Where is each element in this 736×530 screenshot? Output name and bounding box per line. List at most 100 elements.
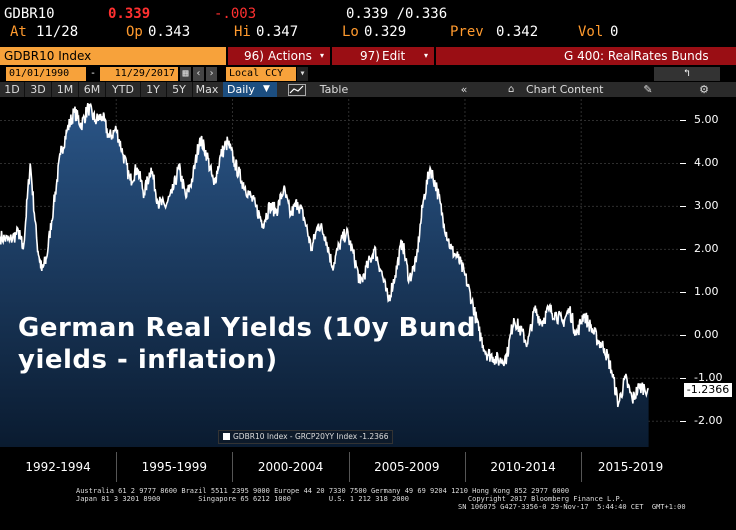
annotation-line-1: German Real Yields (10y Bund	[18, 313, 477, 343]
y-tick-mark	[680, 292, 686, 294]
edit-menu[interactable]: 97) Edit ▾	[332, 47, 434, 65]
at-date: 11/28	[36, 24, 79, 40]
high-value: 0.347	[256, 24, 299, 40]
quote-header: GDBR10 0.339 -.003 0.339 /0.336	[0, 6, 736, 22]
last-value-label: -1.2366	[684, 383, 732, 397]
x-divider	[116, 452, 118, 482]
quote-stats: At 11/28 Op 0.343 Hi 0.347 Lo 0.329 Prev…	[0, 24, 736, 40]
chevron-left-icon[interactable]: ‹	[193, 67, 204, 81]
chevron-down-icon: ▾	[320, 51, 325, 60]
actions-menu[interactable]: 96) Actions ▾	[228, 47, 330, 65]
actions-label: Actions	[268, 49, 312, 63]
footer: Australia 61 2 9777 8600 Brazil 5511 239…	[0, 485, 736, 530]
volume-value: 0	[610, 24, 619, 40]
bid-ask: 0.339 /0.336	[346, 6, 448, 22]
at-label: At	[10, 24, 27, 40]
x-divider	[581, 452, 583, 482]
prev-value: 0.342	[496, 24, 539, 40]
footer-line-3: SN 106075 G427-3356-0 29-Nov-17 5:44:40 …	[458, 503, 686, 511]
low-value: 0.329	[364, 24, 407, 40]
x-divider	[464, 452, 466, 482]
command-toolbar: GDBR10 Index 96) Actions ▾ 97) Edit ▾ G …	[0, 47, 736, 65]
x-divider	[232, 452, 234, 482]
net-change: -.003	[214, 6, 257, 22]
edit-icon[interactable]: ✎	[643, 83, 653, 96]
currency-select[interactable]: Local CCY	[226, 67, 296, 81]
date-range-bar: 01/01/1990 - 11/29/2017 ▦ ‹ › Local CCY …	[0, 66, 736, 82]
series-area	[0, 103, 649, 447]
y-tick-mark	[680, 335, 686, 337]
volume-label: Vol	[578, 24, 604, 40]
open-label: Op	[126, 24, 143, 40]
start-date-input[interactable]: 01/01/1990	[6, 67, 86, 81]
collapse-icon[interactable]: «	[460, 83, 468, 96]
chevron-down-icon: ▼	[263, 84, 270, 94]
high-label: Hi	[234, 24, 251, 40]
period-tab-bar: 1D 3D 1M 6M YTD 1Y 5Y Max Daily ▼ Table …	[0, 82, 736, 97]
x-tick-label: 2010-2014	[490, 460, 556, 474]
end-date-input[interactable]: 11/29/2017	[100, 67, 178, 81]
ticker: GDBR10	[4, 6, 55, 22]
y-tick-mark	[680, 249, 686, 251]
y-tick-mark	[680, 421, 686, 423]
chart-legend[interactable]: GDBR10 Index - GRCP20YY Index -1.2366	[218, 430, 394, 444]
chevron-down-icon: ▾	[424, 51, 429, 60]
series-line	[0, 102, 650, 408]
tab-1y[interactable]: 1Y	[146, 83, 160, 96]
undo-icon[interactable]: ↰	[654, 67, 720, 81]
line-chart-icon[interactable]	[286, 82, 308, 97]
range-dash: -	[90, 68, 97, 79]
low-label: Lo	[342, 24, 359, 40]
y-tick-label: 0.00	[694, 328, 719, 342]
graph-title: G 400: RealRates Bunds	[564, 49, 709, 63]
gear-icon[interactable]: ⚙	[699, 83, 709, 96]
y-tick-mark	[680, 163, 686, 165]
legend-swatch	[223, 433, 230, 440]
y-tick-label: -1.00	[694, 371, 723, 385]
tab-3d[interactable]: 3D	[30, 83, 46, 96]
tab-1m[interactable]: 1M	[56, 83, 74, 96]
legend-text: GDBR10 Index - GRCP20YY Index -1.2366	[233, 432, 389, 441]
graph-title-field[interactable]: G 400: RealRates Bunds	[436, 47, 736, 65]
chevron-right-icon[interactable]: ›	[206, 67, 217, 81]
chart-annotation: German Real Yields (10y Bund yields - in…	[18, 312, 476, 376]
y-tick-mark	[680, 206, 686, 208]
edit-number: 97)	[360, 49, 380, 63]
y-axis: 5.00 4.00 3.00 2.00 1.00 0.00 -1.00 -2.00	[680, 99, 736, 447]
x-tick-label: 1995-1999	[141, 460, 208, 474]
tab-1d[interactable]: 1D	[4, 83, 20, 96]
chevron-down-icon[interactable]: ▾	[297, 67, 308, 81]
x-tick-label: 2005-2009	[374, 460, 440, 474]
chart-content-button[interactable]: ⌂ Chart Content	[504, 82, 614, 97]
x-tick-label: 1992-1994	[25, 460, 91, 474]
y-tick-label: 1.00	[694, 285, 719, 299]
frequency-select[interactable]: Daily ▼	[223, 82, 277, 97]
chart-content-icon: ⌂	[508, 84, 515, 95]
x-tick-label: 2000-2004	[257, 460, 324, 474]
frequency-label: Daily	[227, 83, 255, 96]
y-tick-label: 4.00	[694, 156, 719, 170]
calendar-icon[interactable]: ▦	[180, 67, 191, 81]
y-tick-label: -2.00	[694, 414, 723, 428]
y-tick-label: 3.00	[694, 199, 719, 213]
tab-ytd[interactable]: YTD	[112, 83, 134, 96]
table-tab[interactable]: Table	[319, 83, 349, 96]
tab-max[interactable]: Max	[195, 83, 219, 96]
footer-line-2: Japan 81 3 3201 8900 Singapore 65 6212 1…	[76, 495, 624, 503]
y-tick-mark	[680, 120, 686, 122]
last-price: 0.339	[108, 6, 151, 22]
y-tick-label: 2.00	[694, 242, 719, 256]
x-tick-label: 2015-2019	[597, 460, 664, 474]
x-divider	[348, 452, 350, 482]
chart-content-label: Chart Content	[526, 83, 604, 96]
open-value: 0.343	[148, 24, 191, 40]
tab-6m[interactable]: 6M	[83, 83, 101, 96]
prev-label: Prev	[450, 24, 484, 40]
tab-5y[interactable]: 5Y	[172, 83, 186, 96]
price-chart[interactable]	[0, 99, 680, 447]
x-axis: 1992-1994 1995-1999 2000-2004 2005-2009 2010…	[0, 452, 680, 482]
edit-label: Edit	[382, 49, 406, 63]
security-field[interactable]: GDBR10 Index	[0, 47, 226, 65]
y-tick-mark	[680, 378, 686, 380]
annotation-line-2: yields - inflation)	[18, 345, 278, 375]
